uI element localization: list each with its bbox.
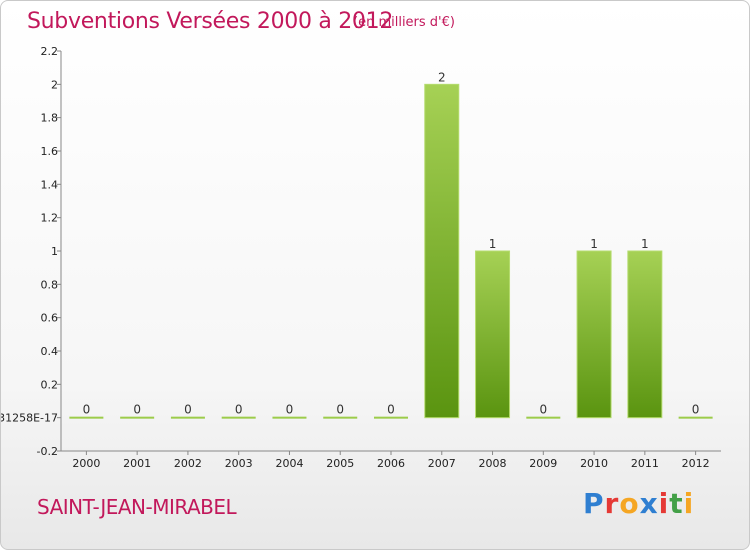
bar bbox=[627, 250, 663, 419]
y-tick-label: 1.2 bbox=[41, 212, 59, 225]
data-label: 0 bbox=[184, 403, 192, 417]
x-tick-label: 2007 bbox=[428, 457, 456, 470]
bar bbox=[221, 416, 256, 419]
bar bbox=[424, 83, 460, 419]
y-tick-label: 1.4 bbox=[41, 178, 59, 191]
data-label: 1 bbox=[489, 237, 497, 251]
bar bbox=[69, 416, 104, 419]
logo-letter: t bbox=[669, 487, 684, 520]
town-name: SAINT-JEAN-MIRABEL bbox=[37, 495, 237, 519]
bar bbox=[120, 416, 155, 419]
proxiti-logo: Proxiti bbox=[583, 487, 694, 520]
logo-letter: i bbox=[683, 487, 695, 520]
y-tick-label: 0.4 bbox=[41, 345, 59, 358]
x-tick-label: 2006 bbox=[377, 457, 405, 470]
bar bbox=[323, 416, 358, 419]
data-label: 0 bbox=[336, 403, 344, 417]
y-tick-label: 2 bbox=[51, 78, 58, 91]
x-tick-label: 2000 bbox=[72, 457, 100, 470]
bar bbox=[374, 416, 408, 419]
x-tick-label: 2005 bbox=[326, 457, 354, 470]
logo-letter: P bbox=[583, 487, 605, 520]
data-label: 0 bbox=[133, 403, 141, 417]
logo-letter: o bbox=[619, 487, 640, 520]
bar bbox=[678, 416, 713, 419]
data-label: 0 bbox=[387, 403, 395, 417]
y-tick-label: 0.8 bbox=[41, 278, 59, 291]
y-tick-label: -0.2 bbox=[37, 445, 58, 458]
y-tick-label: 0.2 bbox=[41, 378, 59, 391]
x-tick-label: 2002 bbox=[174, 457, 202, 470]
y-tick-label: 1.8 bbox=[41, 112, 59, 125]
logo-letter: r bbox=[604, 487, 620, 520]
x-tick-label: 2003 bbox=[225, 457, 253, 470]
y-tick-label: 1 bbox=[51, 245, 58, 258]
data-label: 1 bbox=[641, 237, 649, 251]
bar bbox=[170, 416, 205, 419]
y-tick-label: 0.6 bbox=[41, 312, 59, 325]
logo-letter: x bbox=[639, 487, 659, 520]
y-tick-label: 2.2 bbox=[41, 45, 59, 58]
logo-letter: i bbox=[658, 487, 670, 520]
x-tick-label: 2011 bbox=[631, 457, 659, 470]
y-tick-label: 1.6 bbox=[41, 145, 59, 158]
chart-title: Subventions Versées 2000 à 2012 bbox=[27, 9, 394, 34]
bar bbox=[526, 416, 561, 419]
x-tick-label: 2004 bbox=[275, 457, 303, 470]
data-label: 0 bbox=[286, 403, 294, 417]
data-label: 0 bbox=[539, 403, 547, 417]
bar bbox=[475, 250, 511, 419]
x-tick-label: 2008 bbox=[479, 457, 507, 470]
data-label: 2 bbox=[438, 70, 446, 84]
x-tick-label: 2010 bbox=[580, 457, 608, 470]
data-label: 0 bbox=[235, 403, 243, 417]
x-tick-label: 2001 bbox=[123, 457, 151, 470]
data-label: 1 bbox=[590, 237, 598, 251]
bar bbox=[576, 250, 612, 419]
data-label: 0 bbox=[83, 403, 91, 417]
bar bbox=[272, 416, 307, 419]
x-tick-label: 2012 bbox=[682, 457, 710, 470]
chart-unit: (en milliers d'€) bbox=[353, 15, 455, 30]
x-tick-label: 2009 bbox=[529, 457, 557, 470]
data-label: 0 bbox=[692, 403, 700, 417]
y-tick-label: -5.5511151231258E-17 bbox=[1, 412, 58, 425]
